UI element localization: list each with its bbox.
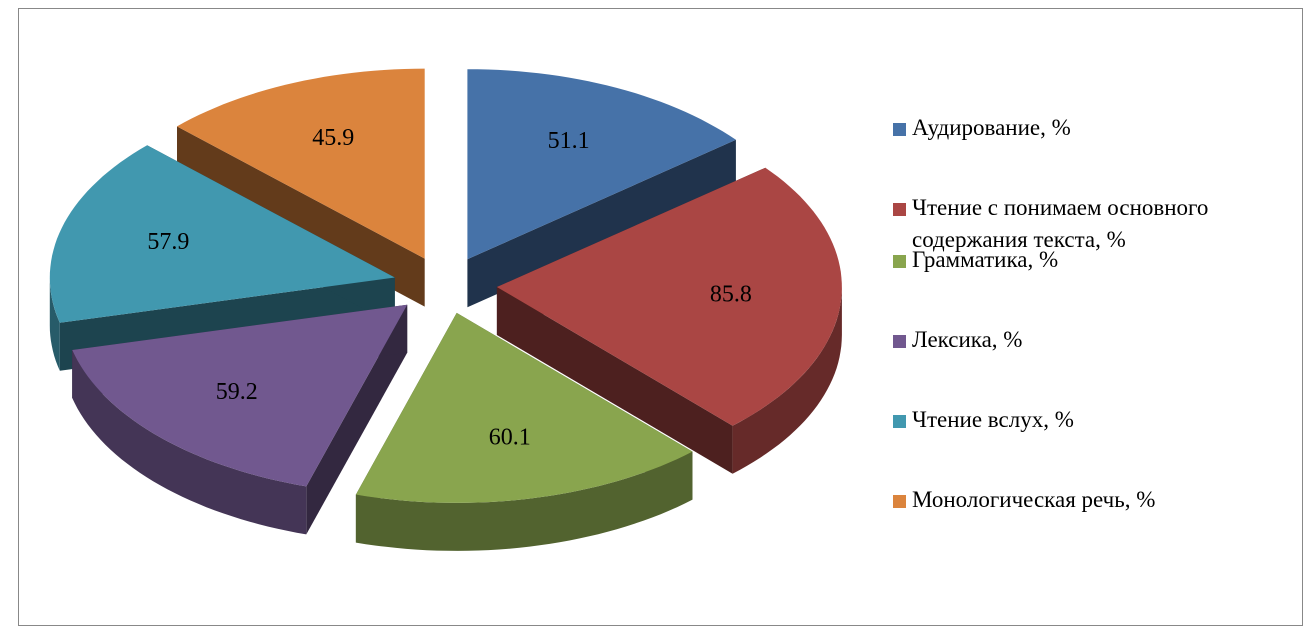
legend-swatch: [893, 335, 906, 348]
legend-swatch: [893, 495, 906, 508]
slice-wall: [355, 451, 693, 551]
slice: [177, 68, 425, 259]
chart-frame: [18, 8, 1303, 626]
slice-wall: [49, 277, 60, 371]
legend-item: Чтение с понимаем основного содержания т…: [893, 192, 1293, 252]
data-label: 51.1: [548, 128, 590, 154]
legend-label: Грамматика, %: [912, 247, 1059, 272]
data-label: 60.1: [489, 424, 531, 450]
legend-item: Чтение вслух, %: [893, 404, 1293, 484]
legend-label: Чтение с понимаем основного содержания т…: [912, 195, 1209, 252]
legend-item: Лексика, %: [893, 324, 1293, 404]
legend-swatch: [893, 255, 906, 268]
slice: [49, 145, 395, 323]
slice: [355, 312, 693, 503]
legend-label: Монологическая речь, %: [912, 487, 1156, 512]
slice: [496, 167, 842, 426]
legend-swatch: [893, 123, 906, 136]
slice-wall: [72, 350, 307, 535]
legend-swatch: [893, 415, 906, 428]
data-label: 45.9: [312, 125, 354, 151]
legend-item: Грамматика, %: [893, 244, 1293, 324]
data-label: 59.2: [216, 379, 258, 405]
data-label: 57.9: [147, 229, 189, 255]
slice-side: [467, 139, 736, 308]
legend-label: Лексика, %: [912, 327, 1023, 352]
legend-item: Аудирование, %: [893, 112, 1293, 192]
slice: [72, 304, 408, 487]
legend-label: Чтение вслух, %: [912, 407, 1074, 432]
legend-swatch: [893, 203, 906, 216]
slice-wall: [732, 287, 842, 474]
legend-item: Монологическая речь, %: [893, 484, 1293, 564]
data-label: 85.8: [710, 282, 752, 308]
slice-side: [496, 287, 733, 474]
legend-label: Аудирование, %: [912, 115, 1071, 140]
slice: [467, 69, 736, 260]
legend: Аудирование, % Чтение с понимаем основног…: [893, 112, 1293, 564]
slice-side: [306, 304, 408, 535]
